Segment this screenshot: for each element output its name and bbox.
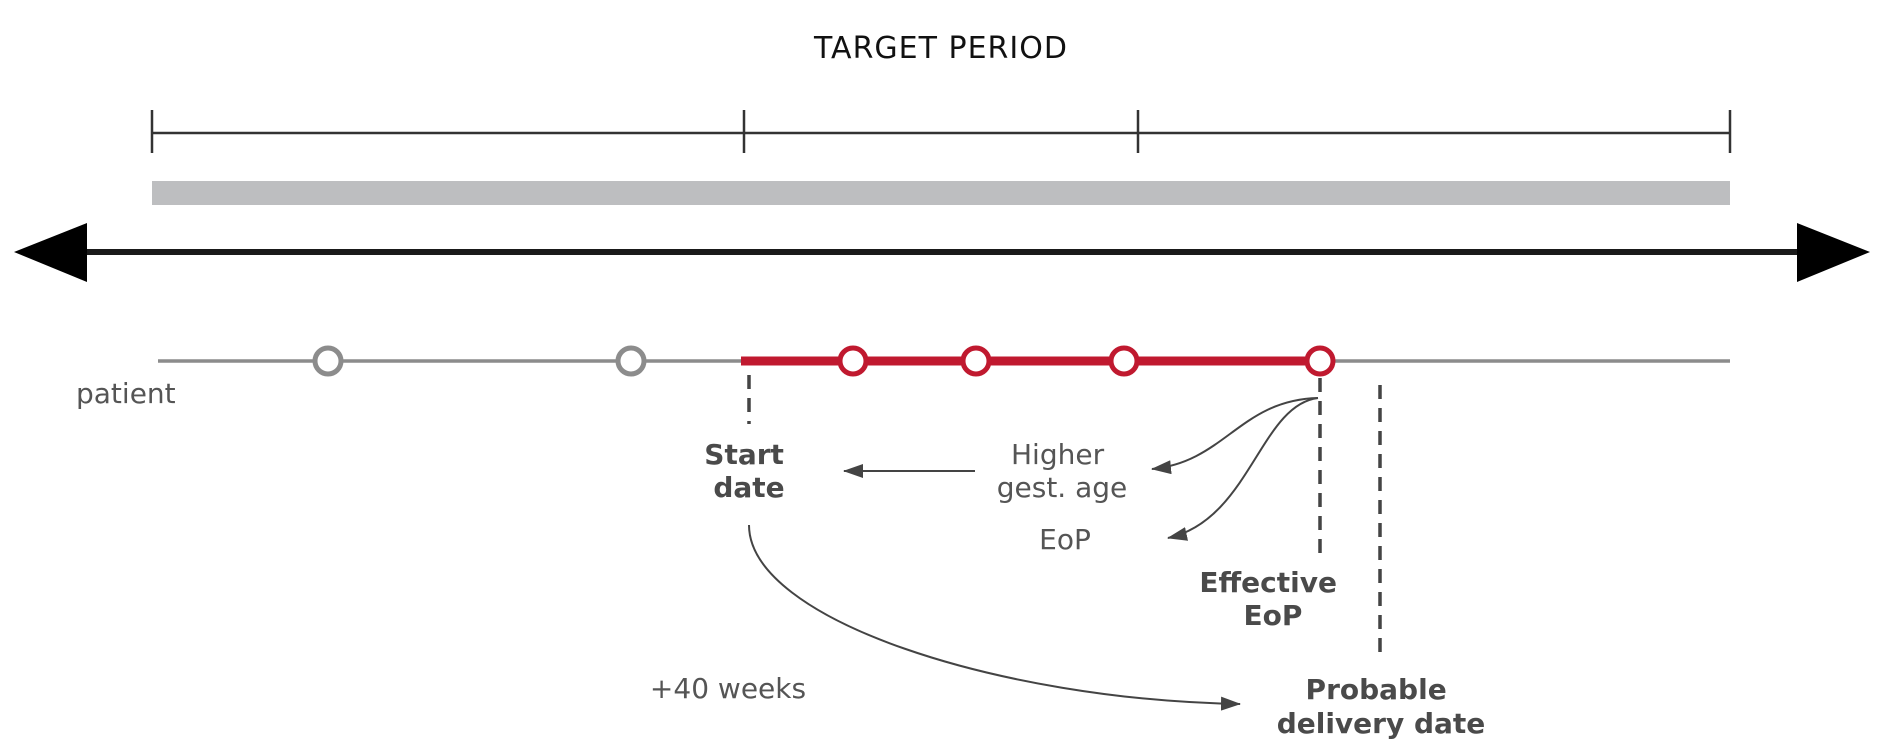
patient-timeline xyxy=(158,345,1730,377)
event-marker-gray-1 xyxy=(312,345,344,377)
time-axis xyxy=(14,223,1870,282)
higher-gest-age-line-2: gest. age xyxy=(997,471,1128,504)
arrow-start-date-to-delivery-date xyxy=(748,524,1241,711)
probable-delivery-date-label: Probable delivery date xyxy=(1277,673,1486,740)
higher-gest-age-line-1: Higher xyxy=(1011,438,1105,471)
start-date-line-2: date xyxy=(713,471,784,504)
probable-delivery-line-2: delivery date xyxy=(1277,707,1486,740)
probable-delivery-line-1: Probable xyxy=(1306,673,1447,706)
event-marker-gray-2 xyxy=(615,345,647,377)
right-arrowhead-icon xyxy=(1797,223,1870,282)
flow-arrows xyxy=(748,397,1319,711)
diagram-title: TARGET PERIOD xyxy=(813,31,1068,66)
arrow-effective-eop-to-higher-gest-age xyxy=(1151,397,1319,475)
target-period-bracket xyxy=(150,110,1732,153)
patient-label: patient xyxy=(76,377,176,410)
effective-eop-line-2: EoP xyxy=(1244,599,1303,632)
eop-label: EoP xyxy=(1039,523,1091,556)
higher-gest-age-label: Higher gest. age xyxy=(997,438,1128,504)
event-marker-red-4 xyxy=(1304,345,1336,377)
event-marker-red-2 xyxy=(960,345,992,377)
start-date-label: Start date xyxy=(704,438,793,504)
event-marker-red-3 xyxy=(1108,345,1140,377)
left-arrowhead-icon xyxy=(14,223,87,282)
dashed-drop-lines xyxy=(747,375,1382,658)
plus-40-weeks-label: +40 weeks xyxy=(650,672,806,705)
target-period-band xyxy=(152,181,1730,205)
start-date-line-1: Start xyxy=(704,438,784,471)
event-marker-red-1 xyxy=(837,345,869,377)
arrow-effective-eop-to-eop xyxy=(1167,397,1319,541)
effective-eop-label: Effective EoP xyxy=(1199,566,1346,632)
effective-eop-line-1: Effective xyxy=(1199,566,1337,599)
